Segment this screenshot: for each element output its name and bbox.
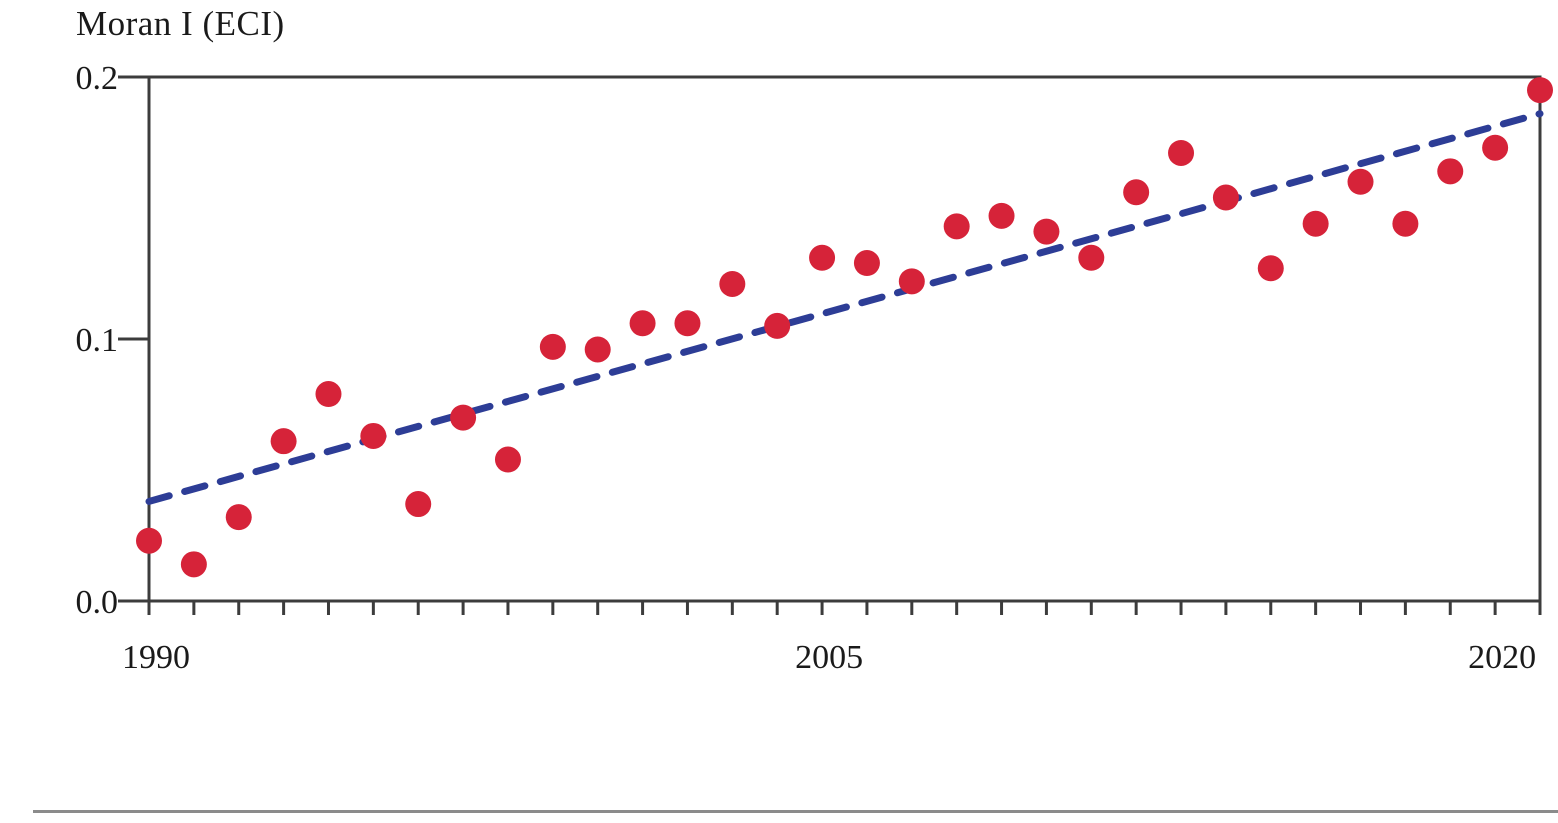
data-point xyxy=(943,213,970,240)
x-axis-tick-label: 1990 xyxy=(122,639,190,676)
data-point xyxy=(1347,168,1374,195)
y-axis-tick-label: 0.2 xyxy=(76,60,119,97)
data-point xyxy=(1212,184,1239,211)
x-axis-tick-label: 2020 xyxy=(1468,639,1536,676)
data-point xyxy=(136,527,162,554)
trend-line xyxy=(145,110,1544,505)
data-point xyxy=(360,422,387,449)
data-point xyxy=(1078,244,1105,271)
data-point xyxy=(1168,139,1195,166)
data-point xyxy=(584,336,611,363)
data-point xyxy=(764,312,791,339)
data-point xyxy=(225,504,252,531)
data-point xyxy=(315,381,342,408)
data-point xyxy=(719,270,746,297)
data-point xyxy=(809,244,836,271)
data-point xyxy=(1302,210,1329,237)
footer-divider xyxy=(33,810,1558,813)
plot-frame xyxy=(147,75,1542,603)
data-point xyxy=(1123,179,1150,206)
data-point xyxy=(1482,134,1509,161)
data-point xyxy=(853,250,880,277)
data-point xyxy=(405,491,432,518)
y-axis-tick-label: 0.1 xyxy=(76,322,119,359)
data-point xyxy=(539,333,566,360)
data-point xyxy=(270,428,297,455)
y-axis-tick-label: 0.0 xyxy=(76,584,119,621)
data-point xyxy=(180,551,207,578)
x-axis-tick-label: 2005 xyxy=(795,639,863,676)
data-point xyxy=(494,446,521,473)
data-point xyxy=(1257,255,1284,282)
data-point xyxy=(1392,210,1419,237)
data-point xyxy=(450,404,477,431)
chart-title: Moran I (ECI) xyxy=(76,4,285,43)
data-point xyxy=(1437,158,1464,185)
data-point xyxy=(1033,218,1060,245)
data-point xyxy=(988,202,1015,229)
data-point xyxy=(674,310,701,337)
data-point xyxy=(898,268,925,295)
data-point xyxy=(629,310,656,337)
data-point xyxy=(1527,77,1553,104)
